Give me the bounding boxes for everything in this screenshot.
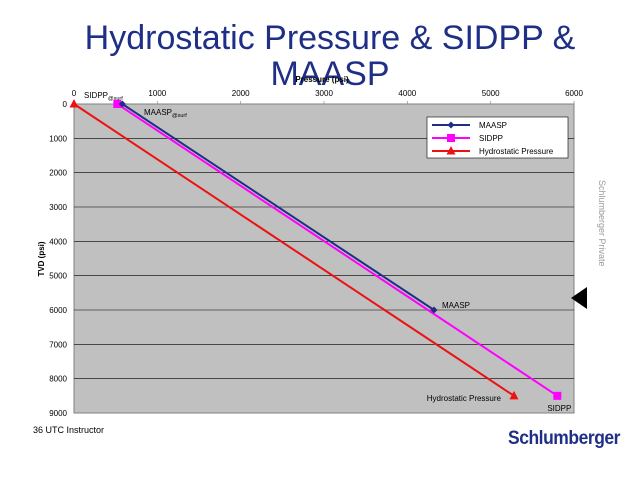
- data-point-hydrostatic-pressure: [509, 390, 519, 400]
- x-tick-label: 0: [72, 89, 77, 98]
- legend-marker: [447, 121, 455, 129]
- y-tick-label: 2000: [49, 169, 67, 178]
- annotation-sub: @surf: [108, 96, 123, 102]
- x-axis-label: Pressure (psi): [295, 75, 349, 84]
- y-tick-label: 9000: [49, 409, 67, 418]
- legend-entry: SIDPP: [479, 134, 503, 143]
- legend-entry: MAASP: [479, 121, 507, 130]
- y-tick-label: 0: [63, 100, 68, 109]
- annotation-main: SIDPP: [84, 91, 108, 100]
- legend-entry: Hydrostatic Pressure: [479, 147, 554, 156]
- y-tick-label: 8000: [49, 375, 67, 384]
- side-label: Schlumberger Private: [597, 180, 607, 267]
- y-tick-label: 1000: [49, 134, 67, 143]
- annotation-sub: @surf: [172, 113, 187, 119]
- x-tick-label: 4000: [398, 89, 416, 98]
- triangle-arrow-icon[interactable]: [571, 287, 587, 309]
- slide-title-line2: MAASP: [270, 55, 390, 93]
- annotation-sidpp-end: SIDPP: [547, 404, 571, 413]
- data-point-maasp: [430, 306, 438, 314]
- annotation-sidpp-surf: SIDPP@surf: [84, 91, 123, 102]
- x-tick-label: 3000: [315, 89, 333, 98]
- data-point-sidpp: [553, 391, 562, 400]
- y-tick-label: 4000: [49, 237, 67, 246]
- y-tick-label: 7000: [49, 340, 67, 349]
- x-tick-label: 6000: [565, 89, 583, 98]
- footer-text: 36 UTC Instructor: [33, 425, 105, 435]
- series-line-maasp: [121, 103, 435, 311]
- data-point-sidpp: [113, 100, 122, 108]
- y-axis-label: TVD (psi): [37, 241, 46, 276]
- slide-title-line1: Hydrostatic Pressure & SIDPP &: [84, 19, 576, 57]
- annotation-maasp-surf: MAASP@surf: [144, 108, 187, 119]
- annotation-main: MAASP: [144, 108, 172, 117]
- y-tick-label: 3000: [49, 203, 67, 212]
- y-tick-label: 5000: [49, 272, 67, 281]
- legend-marker: [447, 134, 455, 142]
- schlumberger-logo: Schlumberger: [508, 428, 621, 449]
- legend-marker: [446, 146, 456, 155]
- x-tick-label: 1000: [148, 89, 166, 98]
- annotation-maasp-end: MAASP: [442, 301, 470, 310]
- series-line-hydrostatic-pressure: [73, 103, 515, 397]
- x-tick-label: 5000: [482, 89, 500, 98]
- data-point-hydrostatic-pressure: [69, 99, 79, 108]
- data-point-maasp: [118, 100, 126, 108]
- annotation-hydrostatic-end: Hydrostatic Pressure: [427, 394, 502, 403]
- x-tick-label: 2000: [232, 89, 250, 98]
- y-tick-label: 6000: [49, 306, 67, 315]
- series-line-sidpp: [116, 103, 558, 397]
- slide-title: Hydrostatic Pressure & SIDPP & MAASP: [40, 20, 620, 92]
